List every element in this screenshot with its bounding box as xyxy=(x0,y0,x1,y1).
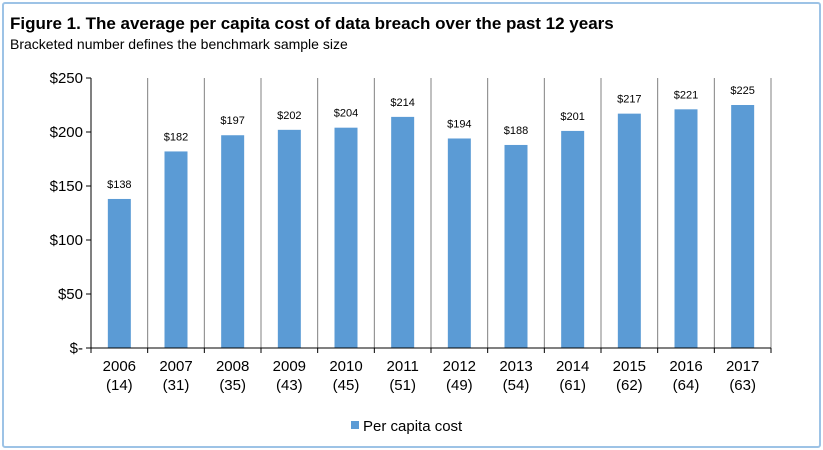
data-label-2015: $217 xyxy=(617,94,641,106)
x-tick-sublabel: (45) xyxy=(333,377,360,394)
data-label-2009: $202 xyxy=(277,110,301,122)
y-tick-label: $250 xyxy=(50,70,83,87)
x-tick-sublabel: (54) xyxy=(503,377,530,394)
x-tick-label: 2009 xyxy=(273,358,306,375)
bar-2015 xyxy=(617,113,641,348)
y-tick-label: $200 xyxy=(50,124,83,141)
bar-2012 xyxy=(447,138,471,348)
legend: Per capita cost xyxy=(351,418,463,435)
category-separators xyxy=(147,78,772,348)
x-tick-sublabel: (64) xyxy=(673,377,700,394)
data-label-2012: $194 xyxy=(447,118,471,130)
bar-2007 xyxy=(164,151,188,348)
x-tick-sublabel: (31) xyxy=(163,377,190,394)
data-label-2010: $204 xyxy=(334,108,358,120)
data-label-2013: $188 xyxy=(504,125,528,137)
chart-subtitle: Bracketed number defines the benchmark s… xyxy=(10,36,348,52)
x-axis: 2006 (14) 2007 (31) 2008 (35) 2009 (43) 2010 (45)… xyxy=(90,347,772,394)
y-tick-label: $100 xyxy=(50,232,83,249)
x-tick-label: 2016 xyxy=(669,358,702,375)
bar-2011 xyxy=(391,116,415,348)
x-tick-label: 2007 xyxy=(159,358,192,375)
x-tick-label: 2010 xyxy=(329,358,362,375)
x-tick-label: 2008 xyxy=(216,358,249,375)
bar-2009 xyxy=(277,129,301,348)
data-label-2008: $197 xyxy=(220,115,244,127)
legend-label: Per capita cost xyxy=(363,418,463,435)
data-label-2016: $221 xyxy=(674,89,698,101)
x-tick-sublabel: (61) xyxy=(559,377,586,394)
y-tick-label: $50 xyxy=(58,286,83,303)
bars xyxy=(107,105,755,349)
x-tick-label: 2015 xyxy=(613,358,646,375)
x-tick-sublabel: (14) xyxy=(106,377,133,394)
data-label-2014: $201 xyxy=(560,111,584,123)
chart-title: Figure 1. The average per capita cost of… xyxy=(10,14,614,33)
x-tick-sublabel: (43) xyxy=(276,377,303,394)
x-tick-sublabel: (49) xyxy=(446,377,473,394)
x-tick-label: 2011 xyxy=(387,358,419,375)
x-tick-sublabel: (63) xyxy=(729,377,756,394)
data-label-2011: $214 xyxy=(390,97,414,109)
bar-2016 xyxy=(674,109,698,348)
bar-2008 xyxy=(221,135,245,348)
bar-2010 xyxy=(334,127,358,349)
x-tick-label: 2013 xyxy=(499,358,532,375)
bar-2017 xyxy=(731,105,755,348)
y-tick-label: $- xyxy=(70,340,83,357)
x-tick-sublabel: (51) xyxy=(389,377,416,394)
y-tick-label: $150 xyxy=(50,178,83,195)
legend-swatch xyxy=(351,421,359,429)
data-label-2017: $225 xyxy=(730,85,754,97)
bar-2013 xyxy=(504,144,528,348)
bar-2006 xyxy=(107,198,131,348)
data-labels: $138 $182 $197 $202 $204 $214 $194 $188 $201 $217… xyxy=(107,85,755,191)
x-tick-label: 2012 xyxy=(443,358,476,375)
x-tick-label: 2014 xyxy=(556,358,589,375)
x-tick-sublabel: (35) xyxy=(219,377,246,394)
x-tick-sublabel: (62) xyxy=(616,377,643,394)
bar-2014 xyxy=(561,130,585,348)
data-label-2006: $138 xyxy=(107,179,131,191)
data-label-2007: $182 xyxy=(164,131,188,143)
y-axis: $- $50 $100 $150 $200 $250 xyxy=(50,70,92,357)
x-tick-label: 2006 xyxy=(103,358,136,375)
x-tick-label: 2017 xyxy=(726,358,759,375)
